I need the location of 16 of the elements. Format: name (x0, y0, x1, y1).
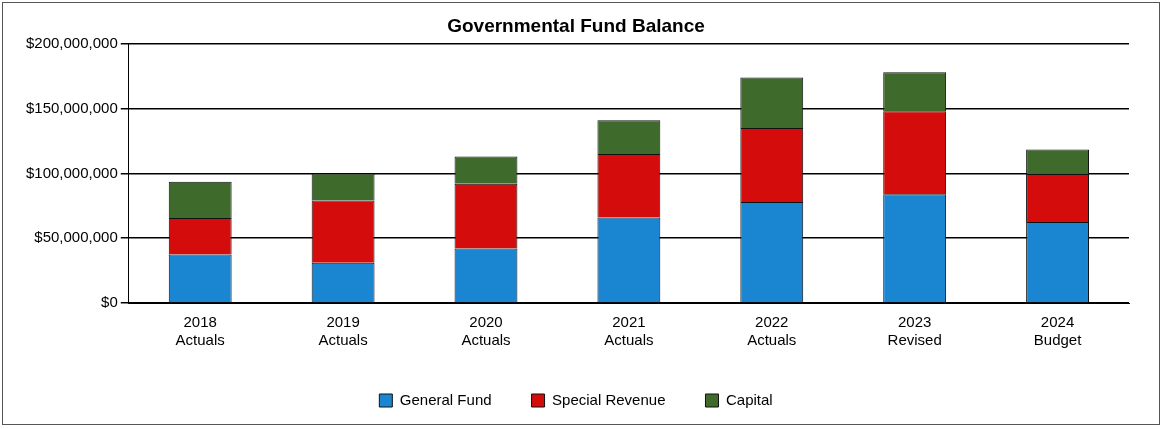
x-tick-label: 2024 Budget (1033, 313, 1083, 349)
x-tick-label: 2021 Actuals (604, 313, 654, 349)
x-tick-label: 2018 Actuals (175, 313, 225, 349)
y-tick-label: $100,000,000 (25, 163, 118, 181)
y-tick-label: $0 (101, 293, 118, 311)
chart-title: Governmental Fund Balance (447, 14, 705, 36)
x-tick-label: 2022 Actuals (747, 313, 797, 349)
y-tick-label: $150,000,000 (25, 98, 118, 116)
legend-label: Special Revenue (552, 390, 666, 408)
x-tick-label: 2023 Revised (887, 313, 942, 349)
x-tick-label: 2020 Actuals (461, 313, 511, 349)
legend-label: General Fund (399, 390, 492, 408)
legend-label: Capital (725, 390, 773, 408)
x-tick-label: 2019 Actuals (318, 313, 368, 349)
y-tick-label: $200,000,000 (25, 33, 118, 51)
y-tick-label: $50,000,000 (34, 228, 118, 246)
